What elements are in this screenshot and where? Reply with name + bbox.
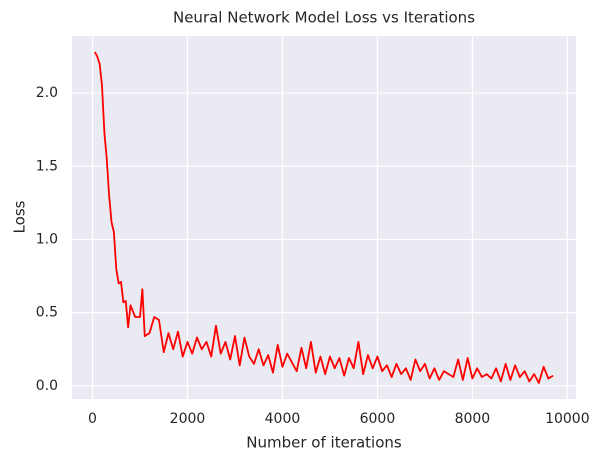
x-tick-label: 2000 (170, 411, 206, 427)
x-tick-label: 4000 (265, 411, 301, 427)
x-tick-label: 0 (88, 411, 97, 427)
y-axis-label: Loss (11, 200, 29, 233)
x-tick-label: 10000 (545, 411, 590, 427)
chart-title: Neural Network Model Loss vs Iterations (173, 9, 475, 27)
x-axis-label: Number of iterations (246, 434, 402, 452)
loss-line (94, 51, 554, 384)
y-tick-label: 0.5 (36, 305, 58, 321)
y-tick-label: 2.0 (36, 85, 58, 101)
x-tick-label: 6000 (360, 411, 396, 427)
x-tick-label: 8000 (455, 411, 491, 427)
y-tick-label: 1.0 (36, 231, 58, 247)
y-tick-label: 1.5 (36, 158, 58, 174)
plot-area (72, 36, 576, 399)
y-tick-label: 0.0 (36, 378, 58, 394)
